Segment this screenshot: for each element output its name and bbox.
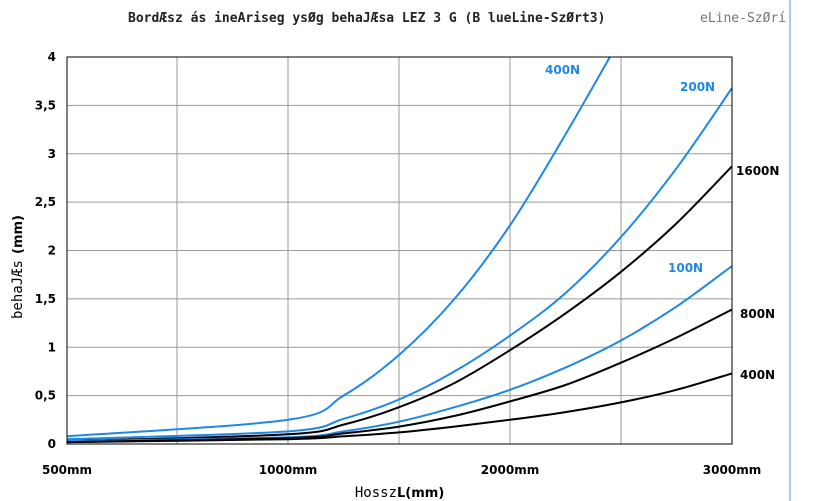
plot-border <box>66 56 733 445</box>
series-line-200n-blue <box>66 87 733 441</box>
y-tick-label: 2,5 <box>35 195 56 209</box>
series-label: 200N <box>680 80 715 94</box>
y-tick-label: 2 <box>48 244 56 258</box>
grid <box>67 57 732 444</box>
y-axis-label: behaJÆs <box>10 260 26 319</box>
chart-title: BordÆsz ás ineAriseg ysØg behaJÆsa LEZ 3… <box>128 11 605 26</box>
y-tick-label: 1 <box>48 340 56 354</box>
y-tick-label: 3 <box>48 147 56 161</box>
y-tick-label: 0 <box>48 437 56 451</box>
series-labels: 400N 200N 1600N 100N 800N 400N <box>545 63 779 382</box>
x-tick-label: 3000mm <box>703 463 761 477</box>
x-axis-ticks: 500mm 1000mm 2000mm 3000mm <box>42 463 761 477</box>
x-axis-unit: L(mm) <box>397 486 444 501</box>
x-tick-label: 1000mm <box>259 463 317 477</box>
chart-title-overlay: eLine-SzØrí <box>700 11 786 26</box>
x-axis-label: Hossz <box>355 485 397 501</box>
x-tick-label: 2000mm <box>481 463 539 477</box>
series-label: 100N <box>668 261 703 275</box>
y-axis-unit: (mm) <box>11 215 26 254</box>
y-tick-label: 3,5 <box>35 98 56 112</box>
series-label: 800N <box>740 307 775 321</box>
x-tick-label: 500mm <box>42 463 92 477</box>
y-tick-label: 4 <box>48 50 56 64</box>
y-tick-label: 0,5 <box>35 389 56 403</box>
series-label: 1600N <box>736 164 779 178</box>
y-tick-label: 1,5 <box>35 292 56 306</box>
series-layer <box>66 56 733 444</box>
y-axis-ticks: 0 0,5 1 1,5 2 2,5 3 3,5 4 <box>35 50 56 451</box>
series-label: 400N <box>740 368 775 382</box>
series-label: 400N <box>545 63 580 77</box>
series-line-400n-blue <box>66 56 611 438</box>
series-line-400n-black <box>66 372 733 444</box>
series-line-1600n-black <box>66 165 733 443</box>
